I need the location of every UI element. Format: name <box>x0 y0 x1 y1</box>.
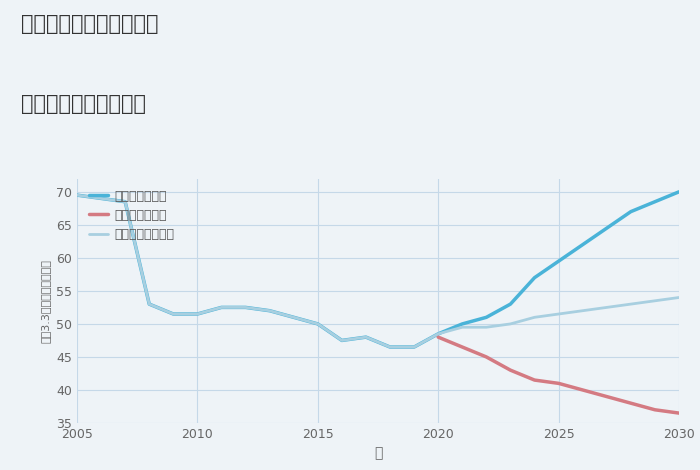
グッドシナリオ <box>145 301 153 307</box>
グッドシナリオ <box>386 344 394 350</box>
ノーマルシナリオ <box>482 324 491 330</box>
バッドシナリオ <box>458 344 466 350</box>
グッドシナリオ <box>337 337 346 343</box>
ノーマルシナリオ <box>73 192 81 198</box>
ノーマルシナリオ <box>145 301 153 307</box>
グッドシナリオ <box>506 301 514 307</box>
ノーマルシナリオ <box>290 314 298 320</box>
グッドシナリオ <box>97 196 105 201</box>
グッドシナリオ <box>290 314 298 320</box>
グッドシナリオ <box>531 275 539 281</box>
グッドシナリオ <box>578 242 587 248</box>
バッドシナリオ <box>603 394 611 399</box>
バッドシナリオ <box>675 410 683 416</box>
バッドシナリオ <box>554 381 563 386</box>
グッドシナリオ <box>217 305 225 310</box>
ノーマルシナリオ <box>434 331 442 337</box>
グッドシナリオ <box>458 321 466 327</box>
ノーマルシナリオ <box>458 324 466 330</box>
ノーマルシナリオ <box>675 295 683 300</box>
ノーマルシナリオ <box>169 311 178 317</box>
X-axis label: 年: 年 <box>374 446 382 461</box>
バッドシナリオ <box>506 368 514 373</box>
ノーマルシナリオ <box>97 196 105 201</box>
ノーマルシナリオ <box>531 314 539 320</box>
ノーマルシナリオ <box>121 199 130 204</box>
Line: バッドシナリオ: バッドシナリオ <box>438 337 679 413</box>
グッドシナリオ <box>73 192 81 198</box>
ノーマルシナリオ <box>362 334 370 340</box>
グッドシナリオ <box>169 311 178 317</box>
Y-axis label: 坪（3.3㎡）単価（万円）: 坪（3.3㎡）単価（万円） <box>41 259 50 343</box>
ノーマルシナリオ <box>651 298 659 304</box>
ノーマルシナリオ <box>410 344 419 350</box>
ノーマルシナリオ <box>626 301 635 307</box>
ノーマルシナリオ <box>578 308 587 313</box>
ノーマルシナリオ <box>506 321 514 327</box>
グッドシナリオ <box>482 314 491 320</box>
グッドシナリオ <box>626 209 635 214</box>
バッドシナリオ <box>482 354 491 360</box>
ノーマルシナリオ <box>603 305 611 310</box>
グッドシナリオ <box>362 334 370 340</box>
グッドシナリオ <box>241 305 250 310</box>
グッドシナリオ <box>651 199 659 204</box>
グッドシナリオ <box>121 199 130 204</box>
ノーマルシナリオ <box>241 305 250 310</box>
グッドシナリオ <box>265 308 274 313</box>
バッドシナリオ <box>626 400 635 406</box>
ノーマルシナリオ <box>193 311 202 317</box>
バッドシナリオ <box>651 407 659 413</box>
グッドシナリオ <box>603 225 611 231</box>
Legend: グッドシナリオ, バッドシナリオ, ノーマルシナリオ: グッドシナリオ, バッドシナリオ, ノーマルシナリオ <box>90 190 174 241</box>
ノーマルシナリオ <box>554 311 563 317</box>
ノーマルシナリオ <box>265 308 274 313</box>
グッドシナリオ <box>314 321 322 327</box>
Text: 三重県津市一志町大仰の: 三重県津市一志町大仰の <box>21 14 158 34</box>
グッドシナリオ <box>434 331 442 337</box>
ノーマルシナリオ <box>217 305 225 310</box>
ノーマルシナリオ <box>386 344 394 350</box>
ノーマルシナリオ <box>314 321 322 327</box>
バッドシナリオ <box>578 387 587 393</box>
グッドシナリオ <box>554 258 563 264</box>
Line: グッドシナリオ: グッドシナリオ <box>77 192 679 347</box>
グッドシナリオ <box>675 189 683 195</box>
バッドシナリオ <box>434 334 442 340</box>
グッドシナリオ <box>410 344 419 350</box>
Text: 中古戸建ての価格推移: 中古戸建ての価格推移 <box>21 94 146 114</box>
ノーマルシナリオ <box>337 337 346 343</box>
Line: ノーマルシナリオ: ノーマルシナリオ <box>77 195 679 347</box>
グッドシナリオ <box>193 311 202 317</box>
バッドシナリオ <box>531 377 539 383</box>
